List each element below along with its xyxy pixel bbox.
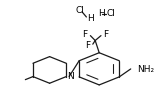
Text: F: F: [103, 30, 108, 39]
Text: H: H: [87, 14, 94, 23]
Text: F: F: [82, 30, 88, 39]
Text: Cl: Cl: [106, 9, 115, 18]
Text: F: F: [85, 41, 90, 50]
Text: NH₂: NH₂: [137, 65, 154, 74]
Text: H: H: [98, 9, 105, 18]
Text: N: N: [67, 72, 74, 81]
Text: Cl: Cl: [76, 6, 85, 15]
